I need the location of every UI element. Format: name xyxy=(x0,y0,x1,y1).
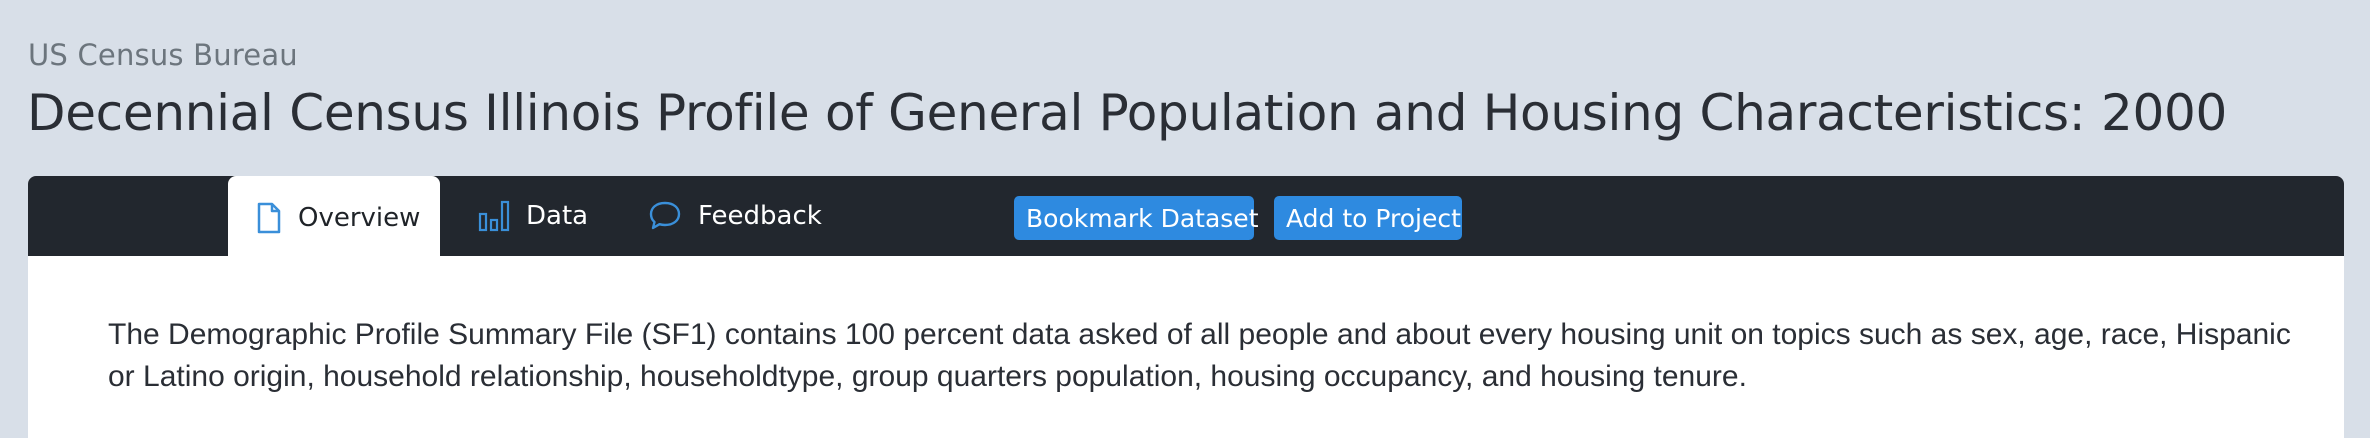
tab-nav: Overview Data Feedback Bookmark Dataset … xyxy=(28,176,2344,260)
bar-chart-icon xyxy=(478,200,510,232)
add-to-project-button[interactable]: Add to Project xyxy=(1274,196,1462,240)
publisher: US Census Bureau xyxy=(28,38,298,72)
dataset-description: The Demographic Profile Summary File (SF… xyxy=(108,318,2291,393)
tab-feedback-label: Feedback xyxy=(698,201,822,231)
tab-feedback[interactable]: Feedback xyxy=(648,176,822,256)
dataset-card: Overview Data Feedback Bookmark Dataset … xyxy=(28,176,2344,438)
document-icon xyxy=(256,202,282,234)
tab-overview-label: Overview xyxy=(298,203,421,233)
bookmark-dataset-button[interactable]: Bookmark Dataset xyxy=(1014,196,1259,240)
speech-bubble-icon xyxy=(648,200,682,232)
page-title: Decennial Census Illinois Profile of Gen… xyxy=(27,84,2227,142)
tab-overview[interactable]: Overview xyxy=(228,176,440,260)
tab-data-label: Data xyxy=(526,201,589,231)
tab-data[interactable]: Data xyxy=(478,176,588,256)
